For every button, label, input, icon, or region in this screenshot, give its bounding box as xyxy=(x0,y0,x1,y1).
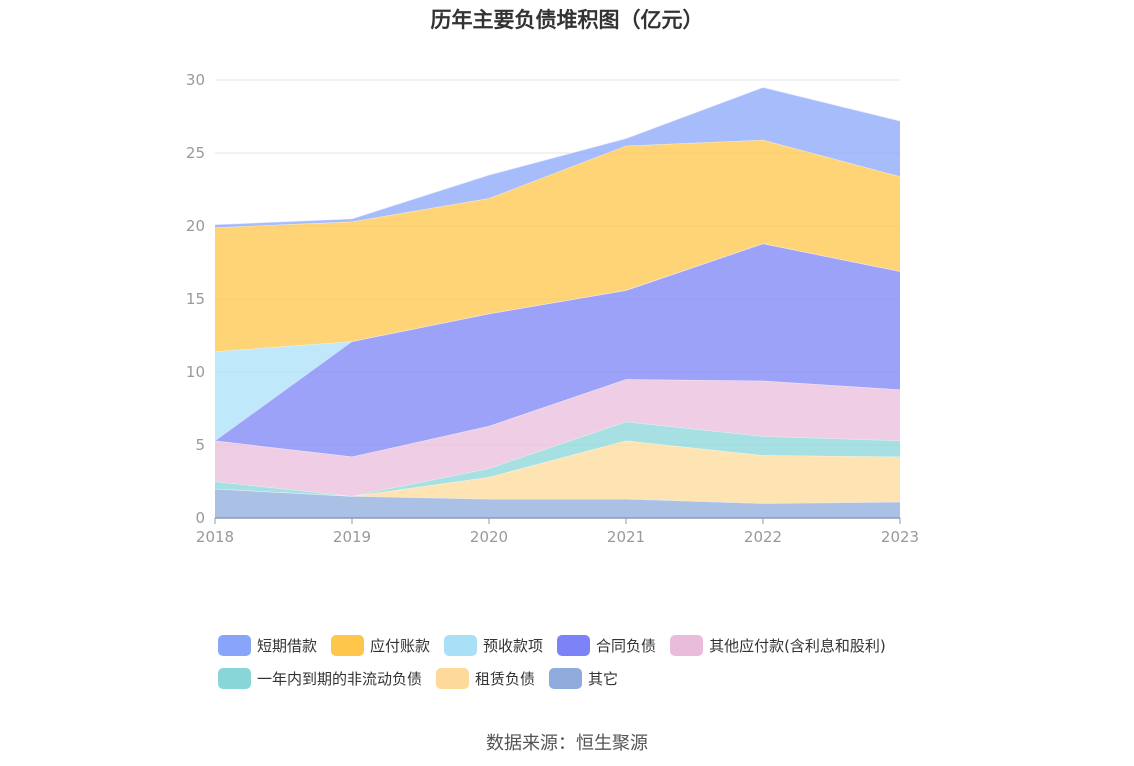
y-tick-label: 5 xyxy=(195,436,205,454)
chart-title: 历年主要负债堆积图（亿元） xyxy=(430,8,704,32)
legend-row: 一年内到期的非流动负债 租赁负债 其它 xyxy=(218,663,978,693)
area-series-0 xyxy=(215,488,900,518)
legend-swatch xyxy=(436,667,470,689)
stacked-area-chart: 0 5 10 15 20 25 30 2018 2019 2020 2021 2022 2023 xyxy=(186,71,919,546)
legend-swatch xyxy=(670,634,704,656)
legend-swatch xyxy=(444,634,478,656)
area-series-1 xyxy=(215,440,900,504)
y-tick-label: 15 xyxy=(186,290,205,308)
y-tick-label: 30 xyxy=(186,71,205,89)
area-series-4 xyxy=(215,243,900,457)
area-series-2 xyxy=(215,421,900,497)
legend-item[interactable]: 其它 xyxy=(549,667,619,689)
area-series-6 xyxy=(215,139,900,352)
legend-item[interactable]: 短期借款 xyxy=(218,634,318,656)
legend-item[interactable]: 预收款项 xyxy=(444,634,544,656)
legend-label: 一年内到期的非流动负债 xyxy=(257,669,423,688)
x-tick-label: 2021 xyxy=(607,528,645,546)
x-tick-label: 2020 xyxy=(470,528,508,546)
area-series-3 xyxy=(215,379,900,497)
area-edge-7 xyxy=(214,86,901,226)
y-tick-label: 0 xyxy=(195,509,205,527)
legend-label: 应付账款 xyxy=(370,636,431,655)
legend-swatch xyxy=(331,634,365,656)
legend-item[interactable]: 应付账款 xyxy=(331,634,431,656)
x-tick-label: 2023 xyxy=(881,528,919,546)
area-series-7 xyxy=(215,87,900,228)
y-tick-label: 25 xyxy=(186,144,205,162)
source-note: 数据来源：恒生聚源 xyxy=(486,733,648,754)
y-tick-label: 20 xyxy=(186,217,205,235)
legend-item[interactable]: 租赁负债 xyxy=(436,667,536,689)
legend-row: 短期借款 应付账款 预收款项 合同负债 其他应付款(含利息和股利) xyxy=(218,630,978,660)
legend-swatch xyxy=(557,634,591,656)
legend-label: 其他应付款(含利息和股利) xyxy=(709,636,886,655)
legend-swatch xyxy=(549,667,583,689)
x-tick-label: 2018 xyxy=(196,528,234,546)
legend-label: 合同负债 xyxy=(596,636,657,655)
legend-label: 其它 xyxy=(588,669,619,688)
legend-label: 短期借款 xyxy=(257,636,318,655)
legend-swatch xyxy=(218,634,251,656)
axes: 0 5 10 15 20 25 30 2018 2019 2020 2021 2022 2023 xyxy=(186,71,919,546)
y-tick-label: 10 xyxy=(186,363,205,381)
legend-label: 预收款项 xyxy=(483,636,544,655)
x-tick-label: 2022 xyxy=(744,528,782,546)
legend: 短期借款 应付账款 预收款项 合同负债 其他应付款(含利息和股利) 一年内到期的非流动负… xyxy=(218,630,978,696)
legend-swatch xyxy=(218,667,251,689)
x-tick-label: 2019 xyxy=(333,528,371,546)
legend-label: 租赁负债 xyxy=(475,669,536,688)
area-series xyxy=(214,86,901,518)
legend-item[interactable]: 一年内到期的非流动负债 xyxy=(218,667,423,689)
legend-item[interactable]: 合同负债 xyxy=(557,634,657,656)
legend-item[interactable]: 其他应付款(含利息和股利) xyxy=(670,634,886,656)
